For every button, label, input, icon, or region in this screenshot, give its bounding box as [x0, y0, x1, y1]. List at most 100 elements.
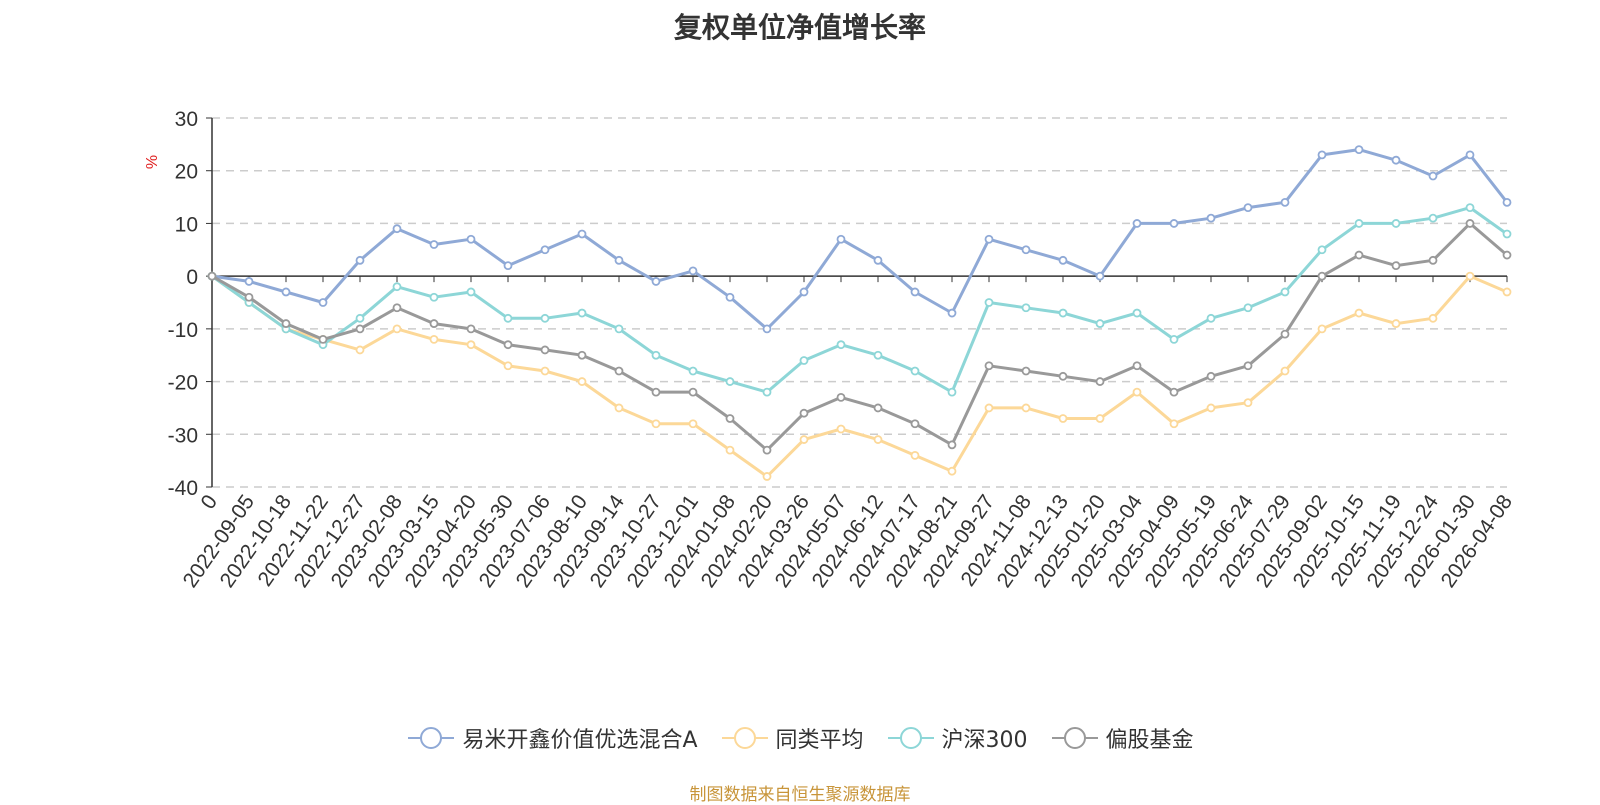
- data-point: [947, 440, 957, 450]
- data-point: [1280, 366, 1290, 376]
- data-point: [762, 472, 772, 481]
- legend: 易米开鑫价值优选混合A 同类平均 沪深300 偏股基金: [0, 722, 1600, 754]
- data-point: [392, 303, 402, 313]
- series-line: [211, 274, 1508, 478]
- data-point: [1280, 329, 1290, 339]
- data-point: [1391, 319, 1401, 328]
- data-point: [355, 324, 365, 334]
- data-point: [799, 356, 809, 365]
- axes: 3020100-10-20-30-4002022-09-052022-10-18…: [168, 108, 1517, 592]
- data-point: [355, 345, 365, 355]
- data-point: [725, 377, 735, 386]
- data-point: [1095, 377, 1105, 386]
- data-point: [466, 287, 476, 297]
- data-point: [984, 361, 994, 371]
- data-point: [429, 319, 439, 328]
- data-point: [1428, 255, 1438, 265]
- data-point: [1354, 308, 1364, 318]
- data-point: [836, 340, 846, 350]
- data-point: [614, 255, 624, 265]
- data-point: [910, 450, 920, 460]
- data-point: [1132, 308, 1142, 318]
- data-point: [1502, 287, 1512, 297]
- data-point: [873, 403, 883, 413]
- legend-item[interactable]: 偏股基金: [1050, 722, 1194, 754]
- data-point: [1465, 203, 1475, 213]
- data-point: [318, 334, 328, 344]
- grid-lines: [212, 117, 1507, 488]
- data-point: [318, 298, 328, 307]
- legend-item[interactable]: 沪深300: [886, 722, 1028, 754]
- data-point: [836, 234, 846, 244]
- data-point: [1206, 313, 1216, 323]
- data-point: [614, 324, 624, 334]
- data-point: [466, 340, 476, 350]
- data-point: [984, 298, 994, 307]
- y-axis-unit-label: %: [144, 155, 161, 169]
- data-point: [1502, 197, 1512, 207]
- data-point: [503, 340, 513, 350]
- data-point: [1280, 287, 1290, 297]
- data-point: [1021, 245, 1031, 255]
- data-point: [392, 282, 402, 292]
- data-point: [1465, 271, 1475, 281]
- data-point: [429, 240, 439, 249]
- data-point: [799, 287, 809, 297]
- data-point: [503, 313, 513, 323]
- legend-swatch-icon: [1051, 727, 1098, 749]
- data-point: [1317, 271, 1327, 281]
- data-point: [1243, 361, 1253, 371]
- data-point: [1206, 403, 1216, 413]
- data-point: [1391, 219, 1401, 228]
- data-point: [836, 392, 846, 402]
- y-tick-label: 30: [175, 108, 198, 131]
- data-point: [355, 255, 365, 265]
- data-point: [984, 234, 994, 244]
- data-point: [392, 224, 402, 234]
- data-point: [1502, 250, 1512, 260]
- data-point: [836, 424, 846, 434]
- data-point: [651, 277, 661, 286]
- data-point: [1354, 250, 1364, 260]
- data-point: [429, 334, 439, 344]
- data-point: [355, 313, 365, 323]
- data-point: [725, 292, 735, 302]
- data-point: [1132, 361, 1142, 371]
- data-point: [614, 403, 624, 413]
- data-source-note: 制图数据来自恒生聚源数据库: [689, 785, 911, 805]
- data-point: [1428, 313, 1438, 323]
- data-point: [1465, 150, 1475, 160]
- data-point: [503, 261, 513, 271]
- data-point: [577, 377, 587, 386]
- data-point: [910, 419, 920, 429]
- x-tick-label: 0: [197, 491, 223, 514]
- y-tick-label: 20: [175, 161, 198, 184]
- data-point: [281, 319, 291, 328]
- series-lines: [207, 145, 1512, 481]
- data-point: [466, 324, 476, 334]
- legend-item[interactable]: 同类平均: [720, 722, 864, 754]
- data-point: [1132, 387, 1142, 397]
- data-point: [1169, 387, 1179, 397]
- data-point: [1058, 255, 1068, 265]
- data-point: [1169, 419, 1179, 429]
- legend-label: 沪深300: [941, 728, 1028, 753]
- data-point: [1095, 271, 1105, 281]
- y-tick-label: -10: [168, 319, 198, 342]
- data-point: [1095, 414, 1105, 423]
- data-point: [799, 408, 809, 418]
- data-point: [651, 419, 661, 429]
- line-chart: 3020100-10-20-30-4002022-09-052022-10-18…: [144, 108, 1517, 592]
- data-point: [1428, 213, 1438, 223]
- data-point: [244, 277, 254, 286]
- data-point: [1391, 261, 1401, 271]
- data-point: [1021, 303, 1031, 313]
- data-point: [725, 414, 735, 423]
- data-point: [1465, 219, 1475, 228]
- legend-label: 易米开鑫价值优选混合A: [462, 728, 698, 753]
- data-point: [503, 361, 513, 371]
- legend-item[interactable]: 易米开鑫价值优选混合A: [406, 722, 698, 754]
- data-point: [688, 366, 698, 376]
- data-point: [762, 387, 772, 397]
- data-point: [1428, 171, 1438, 181]
